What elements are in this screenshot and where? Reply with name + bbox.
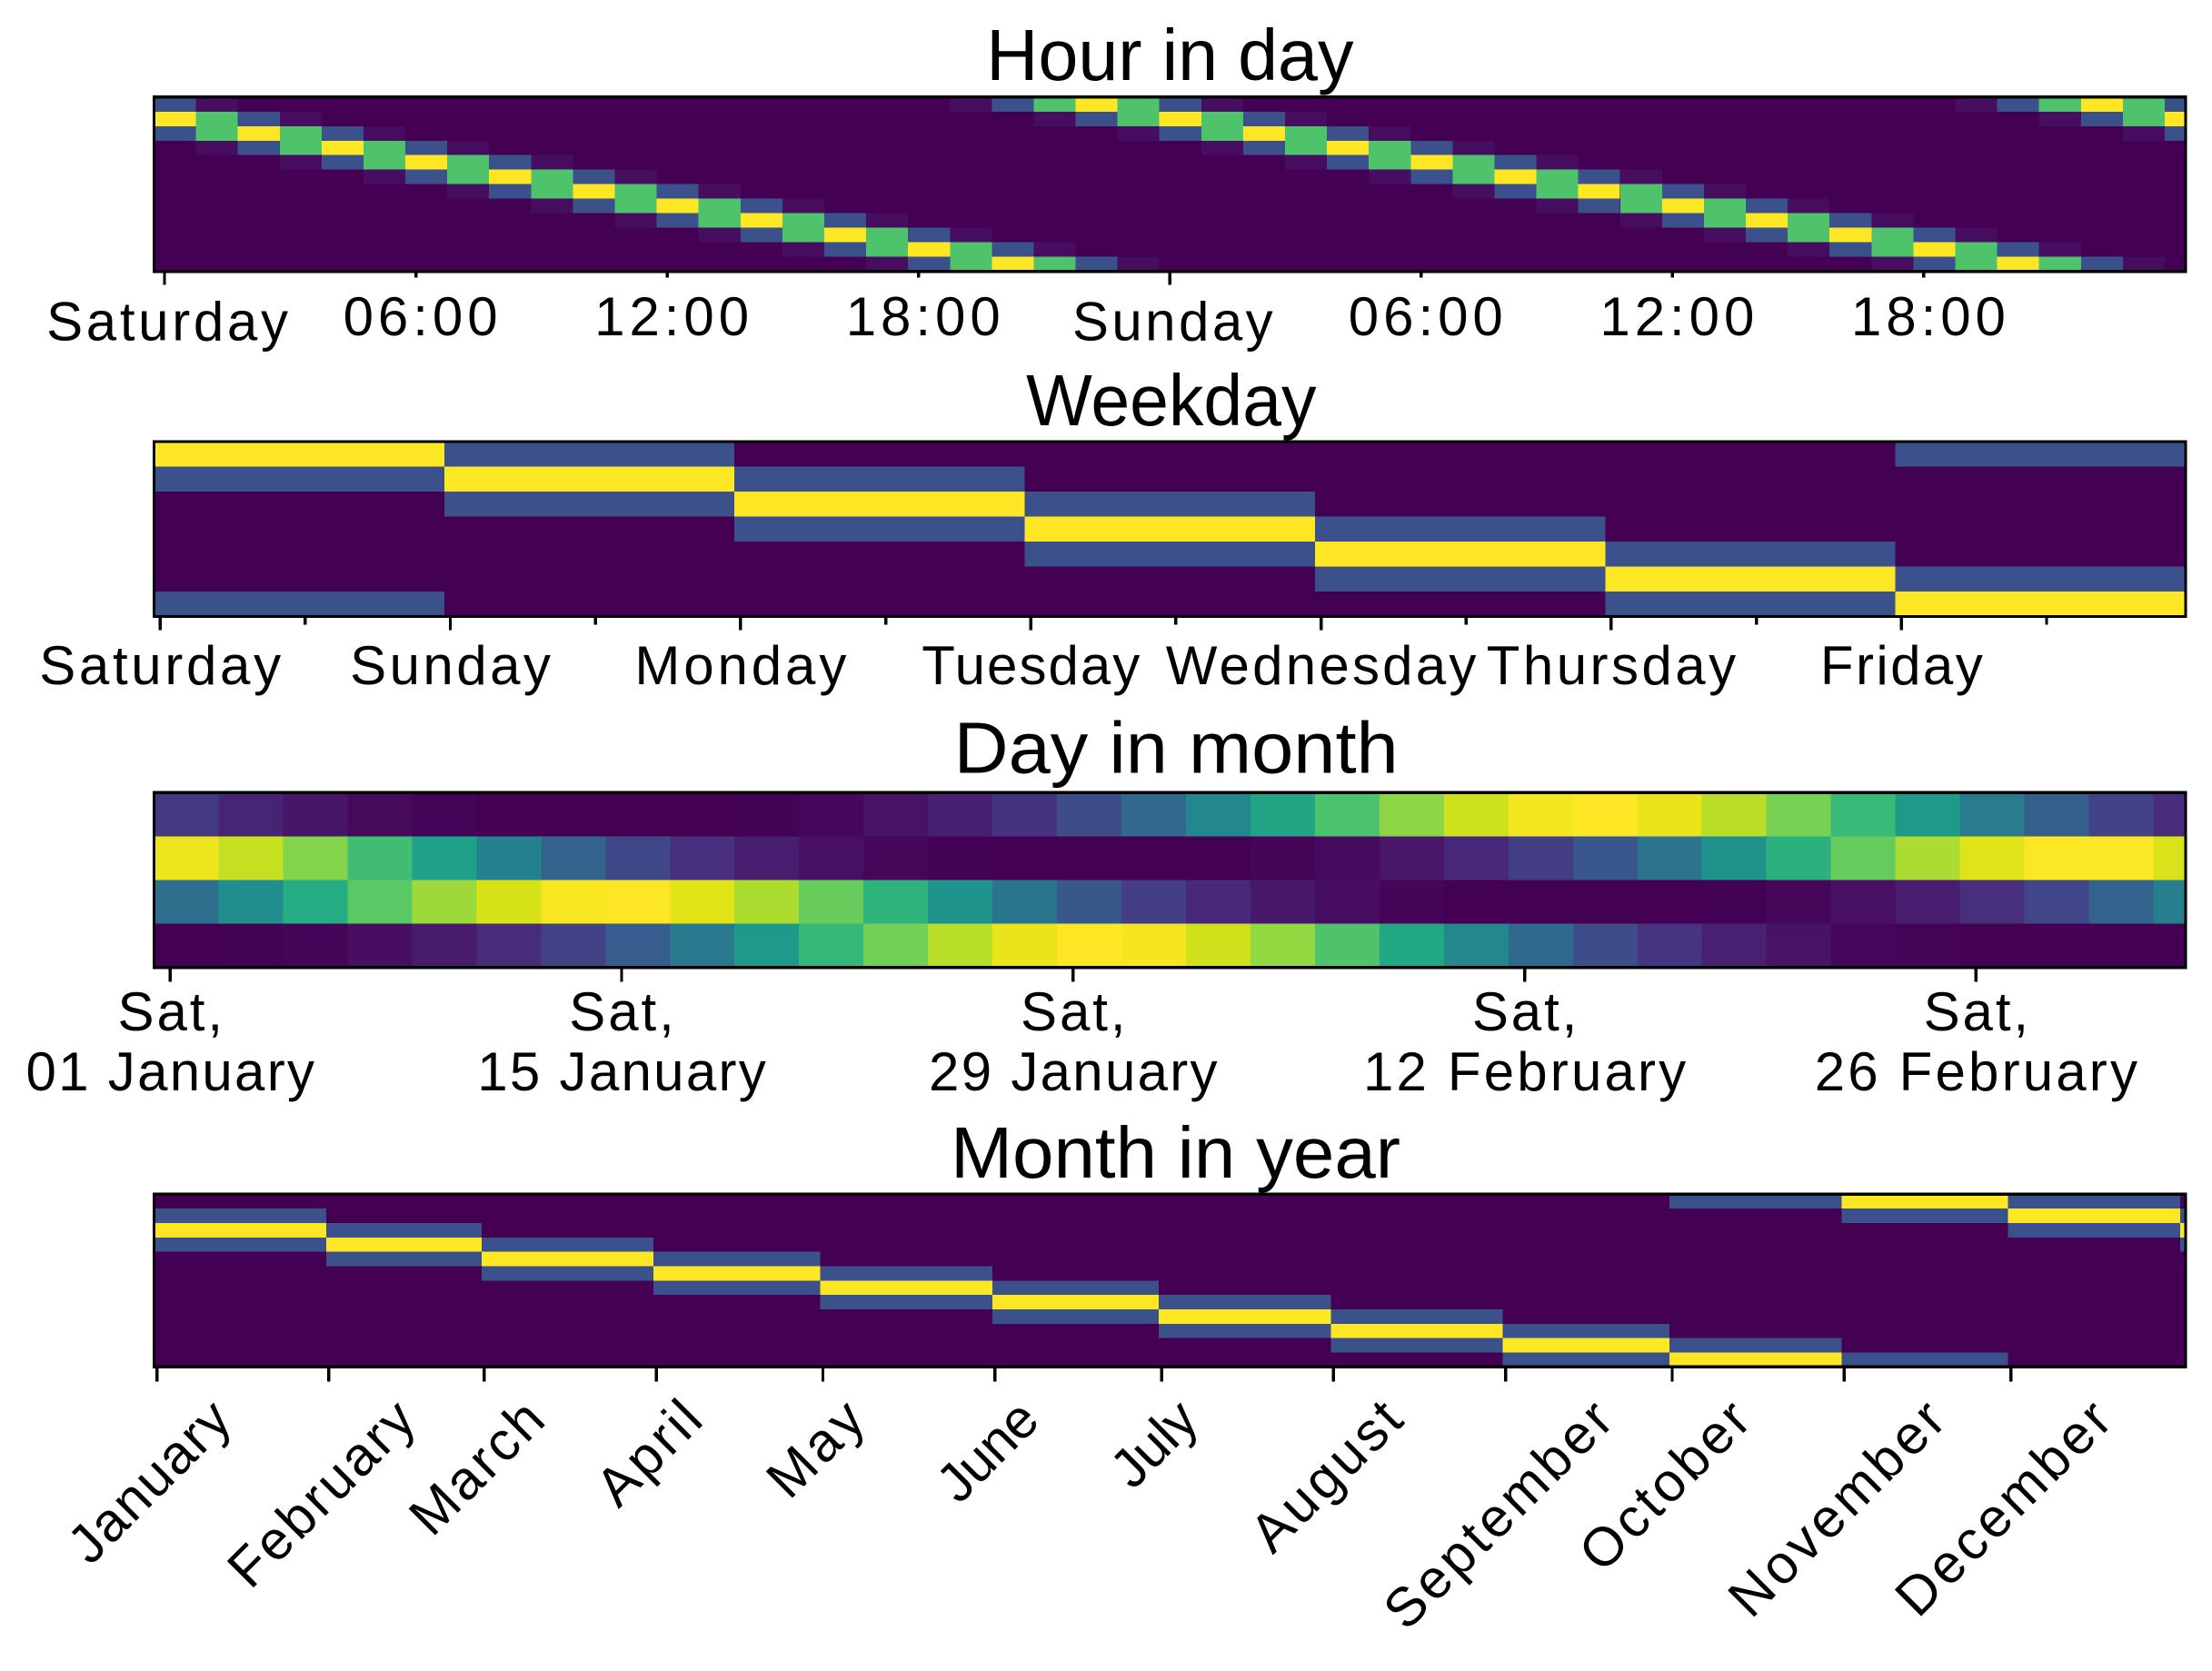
svg-text:Saturday: Saturday — [46, 291, 288, 352]
svg-text:Tuesday: Tuesday — [922, 635, 1140, 696]
svg-text:Sunday: Sunday — [1072, 291, 1273, 352]
svg-text:Hour in day: Hour in day — [986, 15, 1353, 95]
svg-text:06:00: 06:00 — [344, 286, 498, 347]
svg-text:Month in year: Month in year — [951, 1112, 1400, 1193]
svg-text:Sat,: Sat, — [569, 981, 674, 1042]
svg-text:26 February: 26 February — [1815, 1041, 2137, 1102]
svg-text:Weekday: Weekday — [1026, 360, 1316, 441]
svg-text:06:00: 06:00 — [1349, 286, 1503, 347]
svg-text:12:00: 12:00 — [1599, 286, 1754, 347]
svg-text:Sat,: Sat, — [117, 981, 222, 1042]
svg-text:Sat,: Sat, — [1021, 981, 1126, 1042]
svg-text:12 February: 12 February — [1363, 1041, 1686, 1102]
svg-text:Wednesday: Wednesday — [1166, 635, 1477, 696]
svg-text:Friday: Friday — [1820, 635, 1983, 696]
svg-text:18:00: 18:00 — [1851, 286, 2006, 347]
svg-text:Monday: Monday — [634, 635, 846, 696]
svg-text:Thursday: Thursday — [1487, 635, 1736, 696]
svg-text:29 January: 29 January — [929, 1041, 1218, 1102]
svg-text:Sat,: Sat, — [1924, 981, 2029, 1042]
svg-text:01 January: 01 January — [25, 1041, 314, 1102]
svg-text:15 January: 15 January — [477, 1041, 766, 1102]
svg-text:18:00: 18:00 — [846, 286, 1001, 347]
svg-text:Sat,: Sat, — [1472, 981, 1578, 1042]
svg-text:Sunday: Sunday — [350, 635, 551, 696]
svg-text:Day in month: Day in month — [954, 707, 1399, 788]
svg-text:Saturday: Saturday — [39, 635, 281, 696]
svg-text:12:00: 12:00 — [594, 286, 749, 347]
